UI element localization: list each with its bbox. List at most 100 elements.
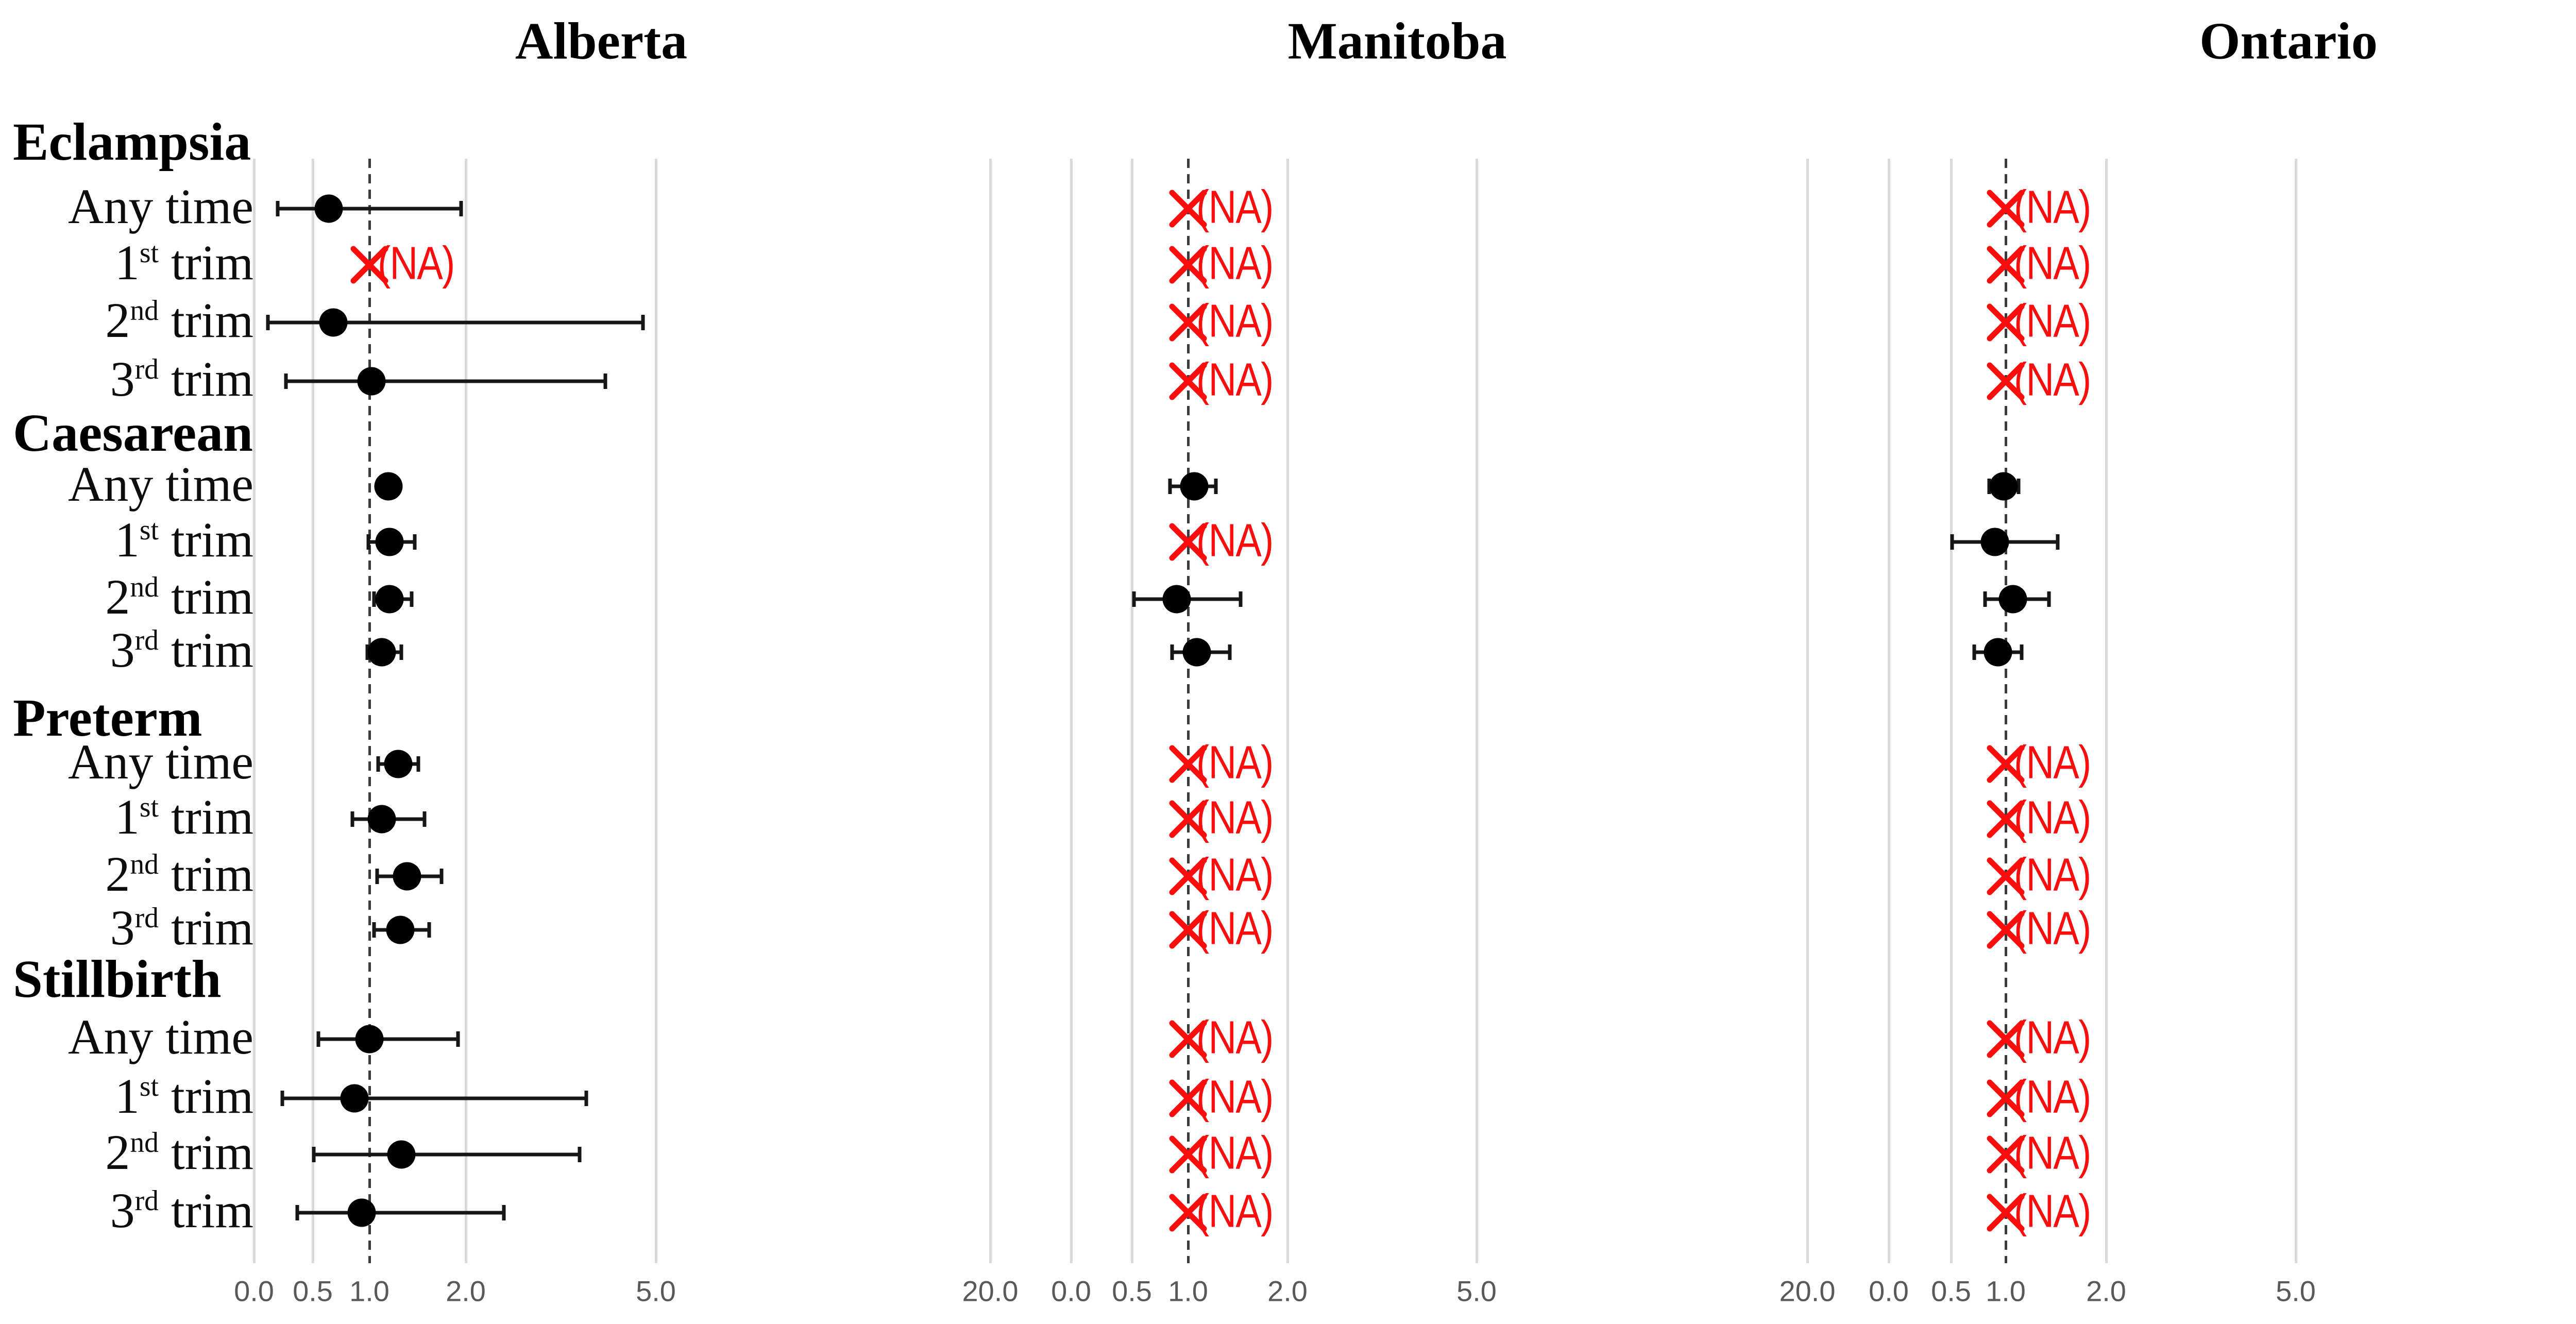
point-estimate-dot	[357, 367, 386, 396]
na-cross-icon	[1168, 189, 1208, 229]
ci-cap-low	[295, 1205, 299, 1220]
label-text: trim	[159, 1183, 253, 1238]
axis-tick-label: 0.5	[1931, 1275, 1971, 1308]
ci-cap-low	[276, 201, 280, 216]
ci-cap-low	[1132, 591, 1136, 607]
label-text: trim	[159, 1125, 253, 1180]
row-label: Any time	[0, 178, 253, 235]
na-label: (NA)	[1196, 181, 1274, 233]
point-estimate-dot	[1162, 585, 1191, 614]
point-estimate-dot	[384, 750, 413, 778]
label-text: 3	[110, 900, 135, 956]
ci-cap-low	[312, 1147, 316, 1162]
na-cross-icon	[1168, 1019, 1208, 1059]
label-text: trim	[159, 569, 253, 625]
ci-whisker	[282, 1096, 586, 1100]
ci-cap-low	[1950, 534, 1954, 550]
na-cross-icon	[1168, 1078, 1208, 1118]
na-cross-icon	[1168, 1193, 1208, 1233]
gridline-5.0	[654, 159, 657, 1263]
row-label: 3rd trim	[0, 621, 253, 678]
label-text: trim	[159, 351, 253, 407]
row-label: 3rd trim	[0, 1182, 253, 1239]
ci-cap-low	[372, 591, 376, 607]
na-label: (NA)	[2014, 237, 2091, 290]
row-label: 2nd trim	[0, 292, 253, 349]
row-label: 1st trim	[0, 511, 253, 568]
na-label: (NA)	[2014, 849, 2091, 901]
point-estimate-dot	[367, 805, 396, 834]
na-label: (NA)	[1196, 1127, 1274, 1179]
na-label: (NA)	[1196, 903, 1274, 955]
label-text: st	[139, 791, 159, 824]
ci-cap-low	[1168, 479, 1172, 494]
na-label: (NA)	[2014, 792, 2091, 844]
label-text: trim	[159, 622, 253, 678]
ci-cap-low	[350, 811, 354, 827]
ci-cap-high	[641, 315, 645, 330]
point-estimate-dot	[1998, 585, 2027, 614]
ci-cap-high	[502, 1205, 506, 1220]
axis-tick-label: 2.0	[446, 1275, 486, 1308]
ci-cap-high	[410, 591, 414, 607]
label-text: 1	[114, 235, 140, 291]
row-label: 2nd trim	[0, 845, 253, 903]
point-estimate-dot	[1980, 528, 2009, 556]
ci-cap-low	[266, 315, 270, 330]
label-text: 3	[110, 1183, 135, 1238]
axis-tick-label: 0.0	[1869, 1275, 1909, 1308]
axis-tick-label: 1.0	[1168, 1275, 1208, 1308]
label-text: trim	[159, 293, 253, 348]
axis-tick-label: 5.0	[1456, 1275, 1497, 1308]
ci-cap-high	[2016, 479, 2021, 494]
point-estimate-dot	[1989, 472, 2018, 501]
na-label: (NA)	[1196, 849, 1274, 901]
ci-whisker	[318, 1037, 459, 1041]
ci-cap-low	[1170, 644, 1174, 660]
na-label: (NA)	[1196, 1012, 1274, 1064]
na-label: (NA)	[2014, 181, 2091, 233]
na-label: (NA)	[1196, 1071, 1274, 1123]
gridline-0.0	[252, 159, 256, 1263]
section-header: Preterm	[13, 677, 202, 749]
na-label: (NA)	[2014, 1127, 2091, 1179]
na-label: (NA)	[378, 237, 455, 290]
na-label: (NA)	[2014, 1012, 2091, 1064]
point-estimate-dot	[347, 1198, 376, 1227]
ci-cap-high	[578, 1147, 582, 1162]
row-label: 1st trim	[0, 1067, 253, 1125]
ci-whisker	[314, 1152, 580, 1157]
axis-tick-label: 2.0	[1267, 1275, 1308, 1308]
label-text: trim	[159, 512, 253, 568]
ci-cap-high	[1239, 591, 1243, 607]
ci-cap-high	[1228, 644, 1232, 660]
point-estimate-dot	[375, 585, 404, 614]
label-text: 3	[110, 622, 135, 678]
ci-cap-high	[2047, 591, 2051, 607]
ci-cap-high	[2020, 644, 2024, 660]
row-label: 3rd trim	[0, 350, 253, 408]
na-label: (NA)	[1196, 354, 1274, 406]
na-label: (NA)	[2014, 737, 2091, 789]
gridline-20.0	[1806, 159, 1809, 1263]
label-text: rd	[134, 624, 159, 657]
na-cross-icon	[1168, 1134, 1208, 1175]
point-estimate-dot	[393, 862, 421, 891]
row-label: Any time	[0, 455, 253, 513]
ci-cap-high	[456, 1031, 460, 1047]
gridline-5.0	[2294, 159, 2297, 1263]
label-text: trim	[159, 900, 253, 956]
label-text: trim	[159, 1068, 253, 1124]
gridline-20.0	[989, 159, 992, 1263]
ci-cap-high	[584, 1091, 588, 1106]
label-text: Stillbirth	[13, 949, 222, 1009]
na-label: (NA)	[2014, 903, 2091, 955]
reference-line-1.0	[1187, 159, 1190, 1263]
ci-cap-low	[372, 922, 376, 938]
gridline-0.5	[311, 159, 314, 1263]
ci-cap-low	[366, 534, 370, 550]
label-text: Any time	[68, 456, 253, 512]
na-cross-icon	[1986, 856, 2026, 896]
ci-cap-high	[413, 534, 417, 550]
